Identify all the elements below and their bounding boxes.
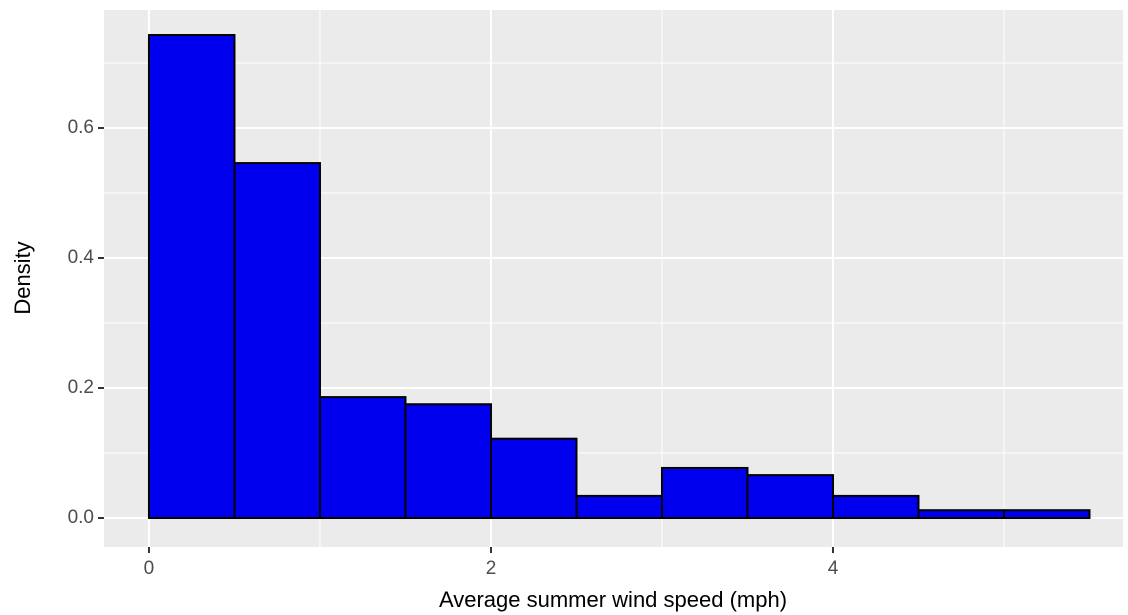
bar — [1002, 509, 1091, 520]
y-axis-title: Density — [10, 241, 35, 314]
bar — [575, 494, 663, 520]
bars — [147, 34, 1091, 520]
bar — [233, 162, 321, 520]
bar — [831, 494, 920, 520]
bar — [147, 34, 236, 520]
bar — [746, 474, 834, 520]
bar — [404, 403, 492, 520]
bar — [917, 509, 1005, 520]
y-tick-label: 0.0 — [68, 507, 94, 528]
x-tick-label: 0 — [144, 558, 155, 579]
x-tick-label: 4 — [828, 558, 839, 579]
y-tick-label: 0.2 — [68, 377, 94, 398]
x-tick-label: 2 — [486, 558, 497, 579]
axes: 0 2 4 0.0 0.2 0.4 0.6 — [68, 117, 839, 579]
bar — [660, 466, 749, 520]
x-axis-title: Average summer wind speed (mph) — [439, 587, 787, 612]
y-tick-label: 0.6 — [68, 117, 94, 138]
bar — [318, 396, 407, 520]
y-tick-label: 0.4 — [68, 247, 95, 268]
bar — [489, 437, 578, 520]
